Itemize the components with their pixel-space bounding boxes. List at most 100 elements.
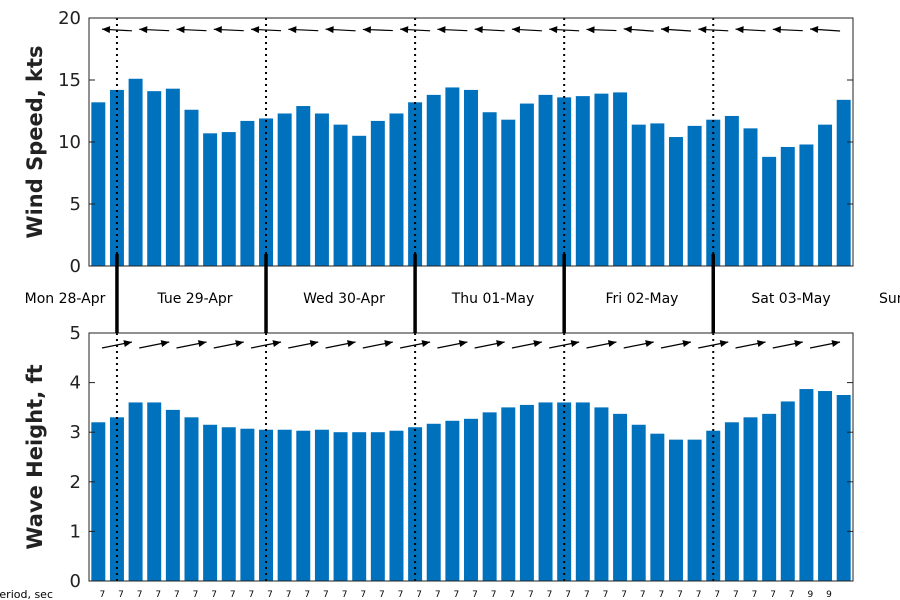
wave-bar	[91, 422, 106, 581]
wave-bar	[799, 389, 814, 581]
wind-bar	[668, 137, 683, 266]
wave-bar	[277, 429, 292, 581]
period-value: 7	[211, 590, 217, 600]
wind-bar	[408, 102, 423, 266]
period-value: 7	[267, 590, 273, 600]
period-value: 7	[770, 590, 776, 600]
day-label: Sat 03-May	[751, 291, 830, 307]
wave-bar	[613, 413, 628, 581]
period-value: 9	[808, 590, 814, 600]
wind-direction-arrowhead	[362, 26, 371, 34]
wave-bar	[687, 439, 702, 581]
wind-axis-title: Wind Speed, kts	[23, 45, 47, 238]
wind-bar	[836, 99, 851, 266]
wave-direction-arrowhead	[831, 340, 841, 348]
wind-bar	[296, 106, 311, 266]
wind-bar	[650, 123, 665, 267]
period-value: 7	[155, 590, 161, 600]
wave-bar	[296, 430, 311, 581]
wave-bar	[650, 433, 665, 581]
period-value: 7	[230, 590, 236, 600]
y-tick-label: 5	[70, 194, 81, 215]
period-value: 7	[789, 590, 795, 600]
wave-direction-arrowhead	[123, 340, 132, 348]
period-value: 7	[453, 590, 459, 600]
wind-direction-arrowhead	[511, 26, 521, 34]
wave-bar	[352, 432, 367, 581]
period-value: 7	[491, 590, 497, 600]
wind-bar	[613, 92, 628, 267]
period-value: 7	[379, 590, 385, 600]
wave-bar	[184, 417, 199, 581]
y-tick-label: 2	[70, 472, 81, 493]
period-value: 7	[286, 590, 292, 600]
period-value: 7	[193, 590, 199, 600]
y-tick-label: 10	[58, 132, 81, 153]
wind-bar	[277, 113, 292, 266]
wave-bar	[724, 422, 739, 581]
wave-direction-arrowhead	[309, 340, 319, 348]
wind-bar	[240, 120, 255, 266]
y-tick-label: 0	[70, 256, 81, 277]
period-value: 7	[603, 590, 609, 600]
wave-bar	[501, 407, 516, 581]
period-value: 7	[435, 590, 441, 600]
wave-bar	[408, 427, 423, 581]
wind-bar	[203, 133, 218, 266]
period-value: 7	[621, 590, 627, 600]
day-label: Fri 02-May	[606, 291, 679, 307]
period-value: 7	[174, 590, 180, 600]
wave-plot-frame	[88, 332, 854, 582]
wave-direction-arrowhead	[496, 340, 505, 348]
wind-bar	[128, 78, 143, 266]
wave-direction-arrowhead	[458, 340, 468, 348]
wind-direction-arrowhead	[586, 26, 595, 34]
wind-bar	[333, 124, 348, 266]
day-label: Wed 30-Apr	[303, 291, 385, 307]
wave-bar	[743, 417, 758, 581]
day-label: Tue 29-Apr	[156, 291, 232, 307]
wave-direction-arrowhead	[272, 340, 282, 348]
wind-direction-arrowhead	[213, 26, 222, 34]
wave-bar	[818, 391, 833, 581]
wave-bar	[314, 429, 329, 581]
y-tick-label: 20	[58, 8, 81, 29]
wave-bar	[836, 395, 851, 581]
wind-bar	[109, 89, 124, 266]
wave-direction-arrowhead	[533, 340, 542, 348]
period-row-title: Period, sec	[0, 588, 53, 600]
period-value: 7	[547, 590, 553, 600]
wind-bar	[519, 103, 534, 266]
wave-bar	[203, 424, 218, 581]
wind-direction-arrowhead	[474, 26, 483, 34]
day-label: Thu 01-May	[451, 291, 535, 307]
wave-direction-arrowhead	[384, 340, 393, 348]
wave-bar	[464, 418, 478, 581]
wave-direction-arrowhead	[645, 340, 654, 348]
wind-direction-arrowhead	[623, 25, 632, 33]
y-tick-label: 5	[70, 323, 81, 344]
wave-direction-arrowhead	[607, 340, 617, 348]
y-tick-label: 3	[70, 422, 81, 443]
wind-direction-arrowhead	[698, 26, 707, 34]
wind-bar	[352, 135, 367, 266]
wind-direction-arrowhead	[176, 26, 185, 34]
wave-bar	[147, 402, 162, 581]
wave-bar	[333, 432, 348, 581]
wave-direction-arrowhead	[570, 340, 580, 348]
period-value: 7	[304, 590, 310, 600]
wave-bar	[575, 402, 590, 581]
period-value: 7	[342, 590, 348, 600]
wind-direction-arrowhead	[810, 26, 819, 34]
wave-bar	[631, 424, 646, 581]
day-label: Sun	[879, 291, 900, 307]
period-value: 7	[99, 590, 105, 600]
wind-bar	[91, 102, 106, 266]
wave-direction-arrowhead	[235, 340, 244, 348]
period-value: 7	[640, 590, 646, 600]
wind-bar	[575, 96, 590, 267]
wind-bar	[724, 115, 739, 267]
wave-bar	[128, 402, 143, 581]
period-value: 9	[826, 590, 832, 600]
